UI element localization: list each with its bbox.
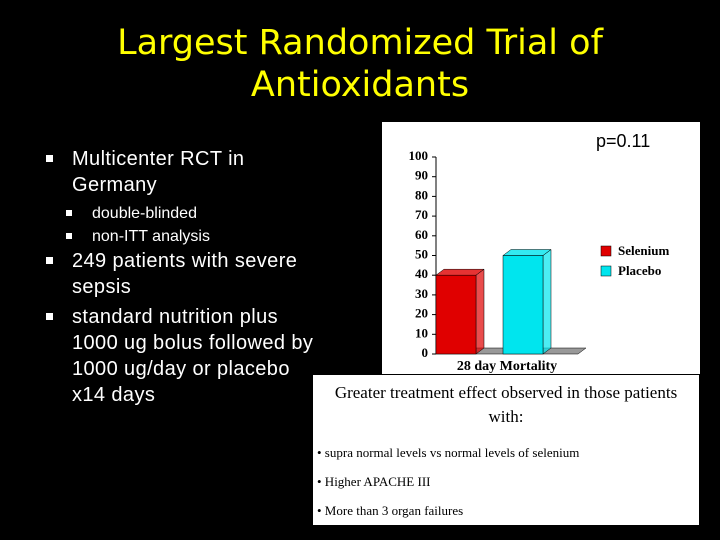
y-tick-label: 80 (415, 187, 428, 202)
legend-label: Placebo (618, 263, 661, 278)
x-tick-label: 28 day Mortality (457, 359, 557, 374)
annotation: p=0.11 (596, 131, 650, 151)
y-tick-label: 100 (409, 148, 429, 163)
note-item: • Higher APACHE III (317, 474, 431, 489)
bullet: standard nutrition plus 1000 ug bolus fo… (44, 304, 328, 408)
y-tick-label: 40 (415, 266, 428, 281)
note-box: Greater treatment effect observed in tho… (312, 374, 700, 526)
bar-top (435, 268, 485, 276)
legend-label: Selenium (618, 243, 669, 258)
y-tick-label: 60 (415, 227, 428, 242)
y-tick-label: 70 (415, 207, 428, 222)
bar-side (475, 268, 485, 355)
bullet-list: Multicenter RCT in Germany double-blinded… (44, 146, 344, 412)
bar-side (542, 249, 552, 355)
note-heading: Greater treatment effect observed in tho… (334, 383, 678, 426)
bar (435, 274, 477, 355)
slide-title: Largest Randomized Trial of Antioxidants (117, 23, 603, 105)
note-item: • More than 3 organ failures (317, 503, 464, 518)
legend-swatch (600, 265, 612, 277)
sub-bullet: double-blinded (44, 202, 344, 225)
y-tick-label: 50 (415, 246, 428, 261)
y-tick-label: 20 (415, 306, 428, 321)
y-tick-label: 0 (422, 345, 429, 360)
y-tick-label: 30 (415, 286, 428, 301)
y-tick-label: 10 (415, 325, 428, 340)
bar-top (502, 249, 552, 256)
sub-bullet: non-ITT analysis (44, 225, 344, 248)
note-item: • supra normal levels vs normal levels o… (317, 445, 580, 460)
y-tick-label: 90 (415, 168, 428, 183)
bullet: 249 patients with severe sepsis (44, 248, 328, 300)
bar (502, 255, 544, 355)
bullet: Multicenter RCT in Germany (44, 146, 328, 198)
legend-swatch (600, 245, 612, 257)
